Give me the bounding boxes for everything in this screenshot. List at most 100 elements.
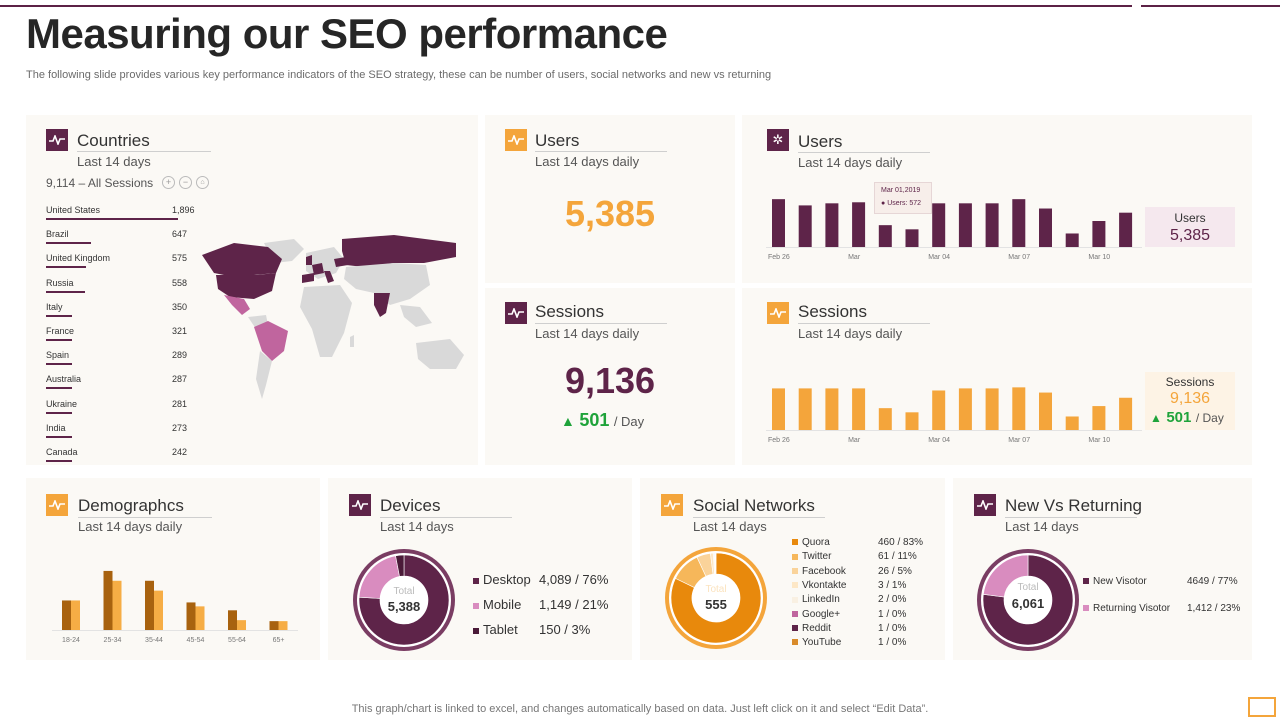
title-underline [798, 323, 930, 324]
bar[interactable] [852, 202, 866, 247]
country-bar [46, 387, 72, 390]
bar[interactable] [932, 390, 946, 430]
bar[interactable] [1092, 406, 1106, 430]
legend-item[interactable]: Facebook 26 / 5% [792, 566, 912, 577]
legend-label: LinkedIn [802, 594, 840, 606]
bar[interactable] [1039, 208, 1052, 247]
country-row[interactable]: Ukraine 281 [46, 398, 196, 414]
donut-center [692, 574, 740, 622]
country-bar [46, 460, 72, 462]
legend-item[interactable]: Tablet 150 / 3% [473, 622, 590, 637]
country-row[interactable]: Brazil 647 [46, 229, 196, 245]
bar[interactable] [905, 229, 919, 247]
bar[interactable] [269, 621, 279, 630]
footer-note: This graph/chart is linked to excel, and… [351, 703, 929, 715]
bar[interactable] [958, 203, 972, 247]
bar[interactable] [145, 580, 154, 630]
legend-value: 1 / 0% [878, 608, 907, 620]
bar[interactable] [237, 620, 246, 630]
devices-panel: Devices Last 14 days Total 5,388 Desktop… [328, 478, 632, 660]
users-tooltip-value: ● Users: 572 [881, 200, 922, 207]
map-italy [324, 271, 334, 283]
zoom-in-icon[interactable]: + [162, 176, 175, 189]
bar[interactable] [186, 602, 196, 630]
legend-item[interactable]: Returning Visotor 1,412 / 23% [1083, 603, 1240, 614]
bar[interactable] [228, 610, 237, 630]
bar[interactable] [1092, 221, 1106, 247]
legend-item[interactable]: New Visotor 4649 / 77% [1083, 576, 1238, 587]
legend-item[interactable]: Twitter 61 / 11% [792, 551, 917, 562]
country-value: 273 [172, 422, 188, 433]
country-row[interactable]: India 273 [46, 422, 196, 438]
country-name: Ukraine [46, 398, 78, 409]
sessions-chart-panel: Sessions Last 14 days daily Feb 26 Mar Mar… [742, 288, 1252, 465]
bar[interactable] [878, 408, 892, 430]
bar[interactable] [1012, 387, 1026, 430]
country-row[interactable]: Australia 287 [46, 374, 196, 390]
legend-item[interactable]: Desktop 4,089 / 76% [473, 572, 608, 587]
social-title: Social Networks [693, 496, 815, 515]
x-tick-label: 25-34 [104, 637, 122, 644]
bar[interactable] [772, 199, 785, 247]
bar[interactable] [71, 600, 80, 630]
users-tooltip-date: Mar 01,2019 [881, 187, 921, 194]
bar[interactable] [932, 203, 946, 247]
legend-value: 2 / 0% [878, 594, 907, 606]
legend-item[interactable]: Google+ 1 / 0% [792, 609, 906, 620]
legend-value: 1,412 / 23% [1187, 603, 1241, 614]
bar[interactable] [1119, 212, 1133, 247]
legend-item[interactable]: Mobile 1,149 / 21% [473, 597, 608, 612]
map-africa [300, 285, 352, 357]
legend-item[interactable]: YouTube 1 / 0% [792, 637, 906, 648]
bar[interactable] [852, 388, 866, 430]
country-row[interactable]: United States 1,896 [46, 205, 196, 220]
country-value: 350 [172, 301, 188, 312]
bar[interactable] [905, 412, 919, 430]
legend-item[interactable]: Reddit 1 / 0% [792, 623, 906, 634]
countries-panel: Countries Last 14 days 9,114 – All Sessi… [26, 115, 478, 465]
bar[interactable] [825, 388, 839, 430]
legend-item[interactable]: LinkedIn 2 / 0% [792, 594, 906, 606]
country-value: 242 [172, 447, 188, 457]
activity-icon [46, 494, 68, 516]
bar[interactable] [985, 388, 999, 430]
bar[interactable] [958, 388, 972, 430]
devices-title: Devices [380, 496, 441, 515]
bar[interactable] [798, 205, 812, 247]
bar[interactable] [985, 203, 999, 247]
bar[interactable] [825, 203, 839, 247]
bar[interactable] [62, 600, 71, 630]
home-icon[interactable]: ⌂ [196, 176, 209, 189]
bar[interactable] [195, 606, 205, 630]
country-row[interactable]: Russia 558 [46, 278, 196, 293]
bar[interactable] [878, 225, 892, 247]
bar[interactable] [1119, 397, 1133, 430]
bar[interactable] [1012, 199, 1026, 247]
bar[interactable] [154, 590, 163, 630]
bar[interactable] [798, 388, 812, 430]
sessions-summary-delta-value: 501 [1166, 409, 1192, 426]
bar[interactable] [1065, 416, 1079, 430]
x-tick-label: 18-24 [62, 637, 80, 644]
donut-center [380, 576, 428, 624]
users-kpi-period: Last 14 days daily [535, 154, 640, 169]
bar[interactable] [103, 570, 113, 630]
country-row[interactable]: United Kingdom 575 [46, 253, 196, 269]
bar[interactable] [1039, 392, 1052, 430]
map-australia [416, 339, 464, 369]
activity-icon [767, 302, 789, 324]
bar[interactable] [278, 621, 288, 630]
country-row[interactable]: France 321 [46, 326, 196, 341]
country-row[interactable]: Spain 289 [46, 350, 196, 366]
legend-item[interactable]: Vkontakte 3 / 1% [792, 580, 906, 591]
donut-slice[interactable] [715, 552, 717, 575]
bar[interactable] [772, 388, 785, 430]
country-row[interactable]: Italy 350 [46, 301, 196, 317]
legend-item[interactable]: Quora 460 / 83% [792, 537, 923, 548]
bar[interactable] [1065, 233, 1079, 247]
zoom-out-icon[interactable]: − [179, 176, 192, 189]
country-row[interactable]: Canada 242 [46, 447, 196, 462]
devices-total-value: 5,388 [387, 599, 421, 614]
bar[interactable] [112, 580, 122, 630]
legend-label: Mobile [483, 597, 522, 612]
